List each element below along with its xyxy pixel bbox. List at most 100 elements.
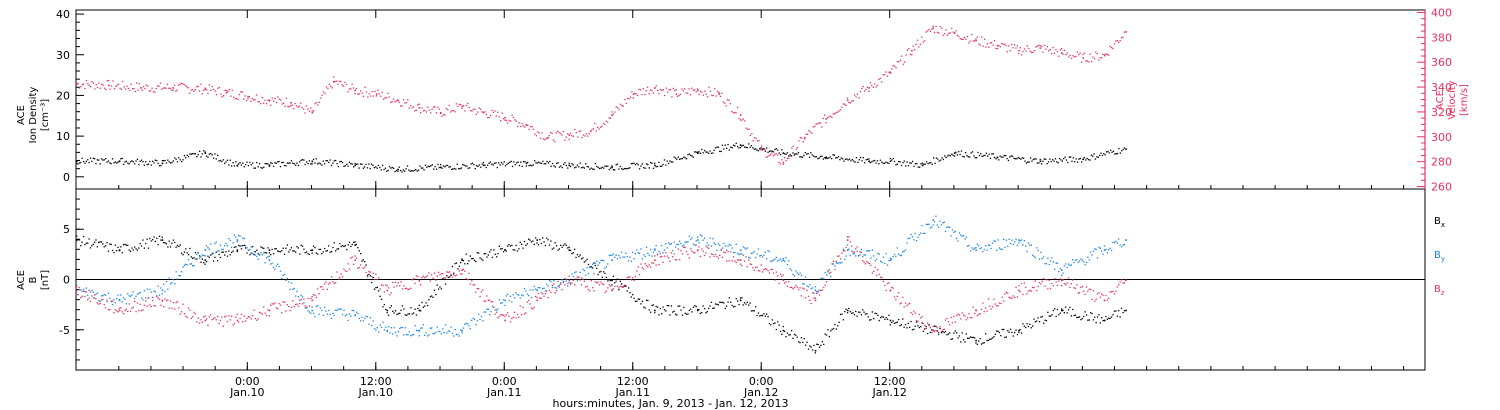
- velocity-point: [604, 123, 606, 125]
- by-point: [818, 289, 821, 291]
- density-point: [712, 152, 714, 154]
- bx-point: [523, 240, 526, 243]
- velocity-point: [808, 129, 810, 132]
- density-point: [260, 167, 262, 169]
- bx-point: [282, 247, 284, 249]
- bx-point: [1007, 330, 1009, 332]
- bz-point: [1012, 295, 1014, 297]
- density-point: [768, 150, 771, 152]
- by-point: [763, 254, 765, 256]
- bz-point: [636, 270, 638, 272]
- bx-point: [1033, 318, 1035, 320]
- by-point: [211, 252, 213, 254]
- by-point: [185, 263, 187, 265]
- velocity-point: [323, 91, 325, 93]
- bz-point: [1033, 287, 1035, 289]
- velocity-point: [220, 93, 222, 95]
- density-point: [469, 167, 471, 169]
- by-point: [229, 239, 231, 242]
- velocity-point: [855, 96, 857, 98]
- velocity-point: [126, 85, 128, 87]
- velocity-point: [674, 89, 676, 92]
- density-point: [175, 158, 177, 160]
- bz-point: [835, 260, 837, 263]
- by-point: [451, 332, 454, 334]
- density-point: [419, 165, 421, 167]
- bx-point: [772, 322, 775, 325]
- bx-point: [207, 255, 209, 257]
- velocity-point: [468, 106, 470, 108]
- bx-point: [918, 326, 920, 329]
- bz-point: [462, 268, 465, 270]
- velocity-point: [704, 90, 706, 92]
- density-point: [113, 162, 115, 164]
- velocity-point: [735, 112, 737, 114]
- bx-point: [1020, 332, 1023, 334]
- by-point: [371, 324, 373, 327]
- bx-point: [85, 242, 87, 244]
- velocity-point: [263, 102, 265, 104]
- velocity-point: [445, 108, 447, 110]
- bz-point: [848, 236, 850, 238]
- velocity-point: [929, 30, 931, 32]
- by-anchor-point: [204, 249, 207, 251]
- density-point: [629, 167, 631, 169]
- bz-point: [274, 302, 276, 304]
- density-point: [511, 165, 514, 168]
- velocity-point: [955, 30, 957, 32]
- velocity-point: [354, 93, 356, 95]
- bx-point: [296, 246, 298, 248]
- density-point: [147, 163, 150, 165]
- bx-point: [947, 333, 949, 335]
- bz-point: [647, 266, 649, 268]
- velocity-point: [849, 102, 851, 104]
- by-point: [258, 254, 261, 256]
- bx-point: [174, 241, 176, 244]
- velocity-point: [384, 97, 386, 99]
- bx-point: [954, 330, 956, 332]
- by-point: [330, 317, 333, 319]
- bx-point: [567, 247, 569, 249]
- density-point: [871, 161, 873, 163]
- velocity-point: [123, 86, 125, 88]
- density-point: [1078, 158, 1080, 160]
- bx-point: [1025, 326, 1027, 329]
- velocity-axis-label: [km/s]: [1459, 84, 1470, 116]
- bz-point: [386, 285, 388, 287]
- velocity-point: [956, 34, 959, 37]
- velocity-point: [492, 111, 495, 113]
- velocity-point: [477, 111, 479, 113]
- velocity-point: [391, 101, 393, 103]
- density-anchor-point: [354, 164, 356, 167]
- bx-point: [892, 320, 894, 322]
- velocity-point: [548, 134, 550, 137]
- bx-point: [221, 251, 223, 253]
- density-point: [333, 160, 335, 162]
- bx-point: [1055, 315, 1057, 318]
- by-point: [933, 221, 936, 223]
- velocity-anchor-point: [397, 99, 399, 102]
- bz-anchor-point: [1125, 279, 1127, 282]
- velocity-point: [360, 90, 362, 92]
- by-point: [629, 256, 631, 258]
- density-point: [1003, 154, 1005, 157]
- by-point: [475, 323, 477, 326]
- density-point: [325, 160, 327, 162]
- velocity-point: [1041, 45, 1043, 47]
- density-point: [111, 158, 114, 160]
- bz-point: [743, 260, 746, 262]
- bz-point: [827, 270, 829, 272]
- bz-point: [102, 298, 104, 301]
- velocity-point: [781, 159, 783, 161]
- velocity-point: [1073, 56, 1076, 58]
- bz-point: [950, 316, 952, 319]
- bx-point: [913, 328, 915, 330]
- by-point: [373, 328, 376, 330]
- density-point: [803, 154, 805, 157]
- density-point: [543, 163, 545, 165]
- density-point: [1047, 161, 1050, 163]
- by-point: [135, 295, 137, 297]
- by-point: [1047, 257, 1049, 259]
- bz-point: [701, 248, 703, 250]
- bz-point: [117, 311, 119, 313]
